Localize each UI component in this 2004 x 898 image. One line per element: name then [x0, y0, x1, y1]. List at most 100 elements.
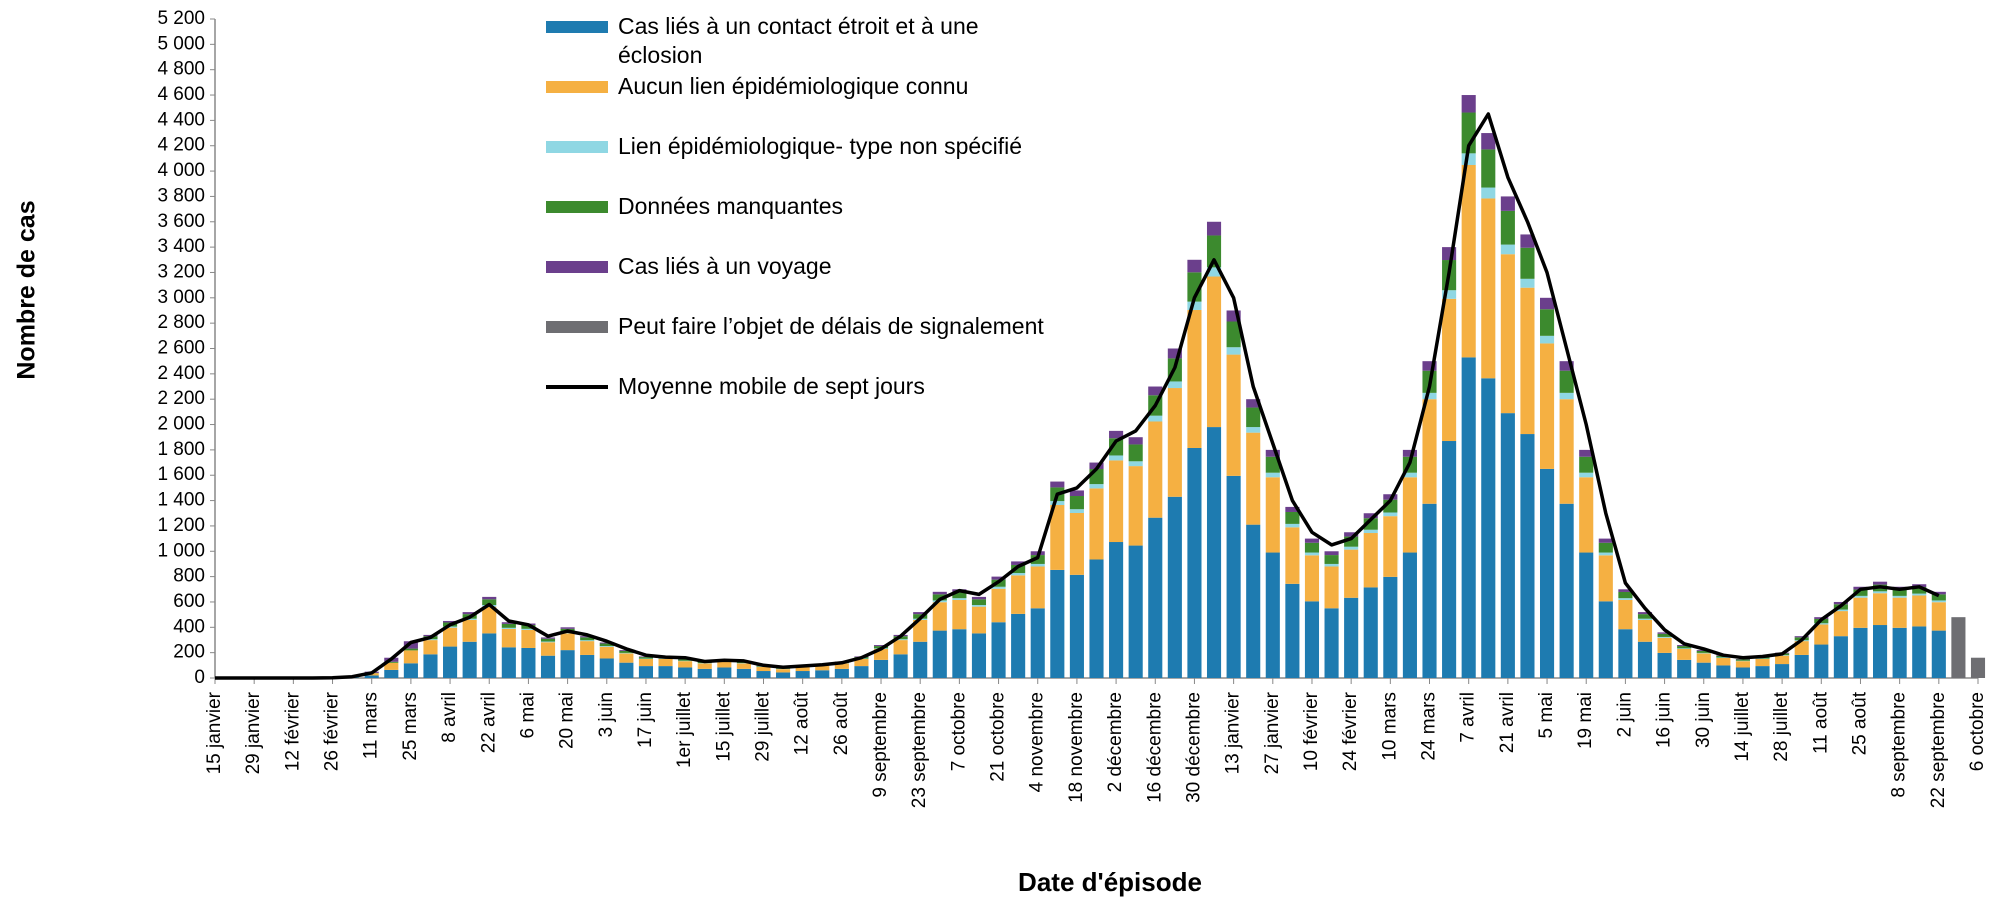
bar-segment: [1931, 594, 1946, 601]
y-tick-label: 2 200: [157, 388, 205, 409]
bar-segment: [403, 663, 418, 678]
x-axis-title: Date d'épisode: [1018, 867, 1202, 897]
bar-segment: [1167, 496, 1182, 678]
y-tick-label: 2 000: [157, 414, 205, 435]
bar-segment: [384, 661, 399, 663]
bar-segment: [1285, 583, 1300, 678]
bar-segment: [1109, 430, 1124, 439]
y-tick-label: 3 400: [157, 236, 205, 257]
bar-segment: [971, 599, 987, 606]
bar-segment: [952, 629, 967, 678]
y-tick-label: 400: [173, 616, 205, 637]
bar-segment: [1128, 437, 1143, 445]
bar-segment: [521, 629, 536, 648]
bar-segment: [991, 588, 1006, 623]
bar-segment: [462, 612, 477, 615]
bar-segment: [521, 628, 536, 630]
bar-segment: [1853, 597, 1868, 628]
bar-segment: [1206, 276, 1222, 428]
bar-segment: [1422, 399, 1437, 504]
bar-segment: [619, 662, 634, 678]
x-tick-label: 16 juin: [1654, 692, 1675, 748]
x-tick-label: 19 mai: [1575, 692, 1596, 749]
bar-segment: [1775, 664, 1790, 678]
bar-segment: [756, 671, 771, 678]
bar-segment: [1187, 447, 1202, 678]
x-tick-label: 13 janvier: [1223, 691, 1244, 774]
y-tick-label: 5 000: [157, 33, 205, 54]
x-tick-label: 6 octobre: [1967, 692, 1988, 771]
bar-segment: [384, 662, 399, 670]
bar-segment: [1637, 618, 1653, 620]
bar-segment: [1716, 657, 1731, 666]
bar-segment: [1833, 609, 1848, 612]
bar-segment: [580, 640, 595, 642]
x-tick-label: 4 novembre: [1027, 692, 1048, 792]
x-tick-label: 20 mai: [557, 692, 578, 749]
bar-segment: [1873, 625, 1888, 678]
legend-swatch: [546, 201, 608, 213]
bar-segment: [1559, 370, 1574, 393]
bar-segment: [1618, 629, 1633, 678]
x-tick-label: 10 mars: [1379, 692, 1400, 761]
bar-segment: [1481, 198, 1496, 379]
bar-segment: [1696, 662, 1711, 678]
bar-segment: [1285, 511, 1300, 524]
x-tick-label: 26 février: [322, 691, 343, 771]
y-tick-label: 600: [173, 591, 205, 612]
bar-segment: [1069, 574, 1084, 678]
bar-segment: [560, 627, 575, 629]
bar-segment: [403, 648, 418, 651]
y-tick-label: 4 600: [157, 84, 205, 105]
bar-segment: [1030, 608, 1045, 678]
bar-segment: [1265, 449, 1280, 457]
bar-segment: [678, 667, 693, 678]
bar-segment: [1657, 636, 1672, 638]
bar-segment: [932, 594, 947, 601]
bar-segment: [1461, 153, 1476, 165]
bar-segment: [540, 637, 556, 639]
bar-segment: [1931, 600, 1946, 603]
bar-segment: [1735, 659, 1750, 661]
bar-segment: [619, 651, 634, 653]
bar-segment: [697, 668, 712, 678]
bar-segment: [1246, 427, 1261, 433]
bar-segment: [462, 619, 477, 642]
bar-segment: [580, 636, 595, 638]
y-tick-label: 4 400: [157, 109, 205, 130]
bar-segment: [971, 605, 987, 607]
x-tick-label: 22 avril: [478, 692, 499, 753]
x-tick-label: 8 avril: [439, 692, 460, 743]
bar-segment: [1598, 601, 1613, 678]
bar-segment: [403, 650, 418, 664]
bar-segment: [1696, 651, 1711, 653]
x-tick-label: 21 avril: [1497, 692, 1518, 753]
x-tick-label: 16 décembre: [1144, 692, 1165, 803]
bar-segment: [913, 612, 928, 615]
bar-segment: [717, 667, 732, 678]
bar-segment: [1931, 630, 1946, 678]
bar-segment: [1304, 601, 1320, 678]
x-tick-label: 29 juillet: [753, 691, 774, 761]
x-tick-label: 1er juillet: [674, 691, 695, 768]
bar-segment: [1226, 475, 1241, 678]
bar-segment: [1069, 490, 1084, 497]
y-tick-label: 0: [194, 667, 205, 688]
bar-segment: [1344, 546, 1359, 550]
bar-segment: [1481, 133, 1496, 150]
legend-label: Cas liés à un contact étroit et à une éc…: [618, 13, 979, 68]
legend-label: Cas liés à un voyage: [618, 253, 832, 279]
bar-segment: [932, 591, 947, 595]
x-tick-label: 17 juin: [635, 692, 656, 748]
bar-segment: [1304, 555, 1320, 602]
x-tick-label: 27 janvier: [1262, 691, 1283, 774]
bar-segment: [1324, 608, 1339, 678]
x-tick-label: 6 mai: [517, 692, 538, 738]
bar-segment: [1520, 434, 1535, 678]
bar-segment: [1500, 210, 1515, 245]
bar-segment: [1500, 244, 1515, 255]
bar-segment: [1304, 542, 1320, 553]
bar-segment: [521, 647, 536, 678]
bar-segment: [1951, 617, 1966, 678]
bar-segment: [1265, 477, 1280, 553]
